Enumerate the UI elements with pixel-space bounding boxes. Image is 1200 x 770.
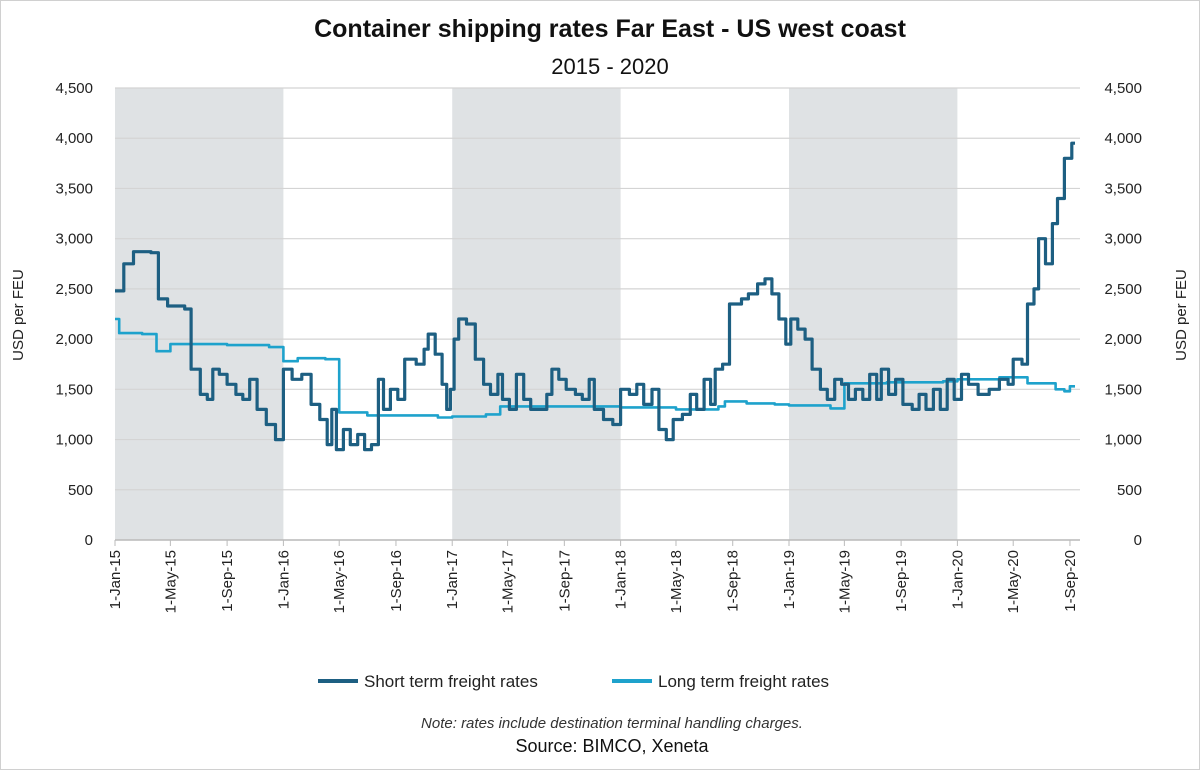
x-tick-label: 1-Sep-18 [725,550,742,612]
chart-title: Container shipping rates Far East - US w… [314,15,906,43]
shaded-year-band [452,88,621,540]
x-tick-label: 1-Sep-15 [219,550,236,612]
y-tick-label-right: 1,000 [1104,432,1142,449]
y-tick-label-left: 1,000 [55,432,93,449]
y-tick-label-left: 4,000 [55,130,93,147]
y-tick-label-left: 1,500 [55,381,93,398]
x-tick-label: 1-May-16 [331,550,348,613]
x-tick-label: 1-Jan-18 [613,550,630,609]
x-tick-label: 1-Sep-17 [556,550,573,612]
y-tick-label-right: 1,500 [1104,381,1142,398]
y-tick-label-left: 4,500 [55,80,93,97]
x-tick-label: 1-Jan-19 [781,550,798,609]
y-tick-label-right: 2,000 [1104,331,1142,348]
legend-label-long: Long term freight rates [658,672,829,691]
y-tick-label-left: 2,500 [55,281,93,298]
x-tick-label: 1-May-20 [1005,550,1022,613]
y-tick-label-left: 3,000 [55,231,93,248]
shaded-year-band [789,88,958,540]
x-tick-label: 1-Sep-19 [893,550,910,612]
chart-source: Source: BIMCO, Xeneta [515,736,709,756]
y-tick-label-left: 0 [85,532,93,549]
y-axis-label-left: USD per FEU [10,269,27,361]
x-tick-label: 1-Jan-17 [444,550,461,609]
y-tick-label-right: 3,500 [1104,180,1142,197]
x-tick-label: 1-May-18 [668,550,685,613]
y-axis-label-right: USD per FEU [1173,269,1190,361]
legend: Short term freight rates Long term freig… [318,672,829,691]
y-tick-label-right: 3,000 [1104,231,1142,248]
y-tick-label-left: 500 [68,482,93,499]
x-tick-label: 1-Sep-16 [388,550,405,612]
y-tick-label-left: 2,000 [55,331,93,348]
x-tick-label: 1-May-17 [500,550,517,613]
y-tick-label-right: 4,500 [1104,80,1142,97]
chart-subtitle: 2015 - 2020 [551,54,668,79]
y-tick-label-right: 500 [1117,482,1142,499]
y-tick-label-right: 4,000 [1104,130,1142,147]
y-tick-label-right: 2,500 [1104,281,1142,298]
x-tick-label: 1-Sep-20 [1062,550,1079,612]
x-tick-label: 1-Jan-16 [275,550,292,609]
x-tick-label: 1-Jan-15 [107,550,124,609]
x-tick-label: 1-May-19 [836,550,853,613]
shaded-year-band [115,88,284,540]
x-tick-label: 1-May-15 [162,550,179,613]
series-line-short-term [115,141,1075,452]
legend-label-short: Short term freight rates [364,672,538,691]
x-tick-label: 1-Jan-20 [949,550,966,609]
y-tick-label-right: 0 [1134,532,1142,549]
chart-note: Note: rates include destination terminal… [421,715,803,732]
y-tick-label-left: 3,500 [55,180,93,197]
